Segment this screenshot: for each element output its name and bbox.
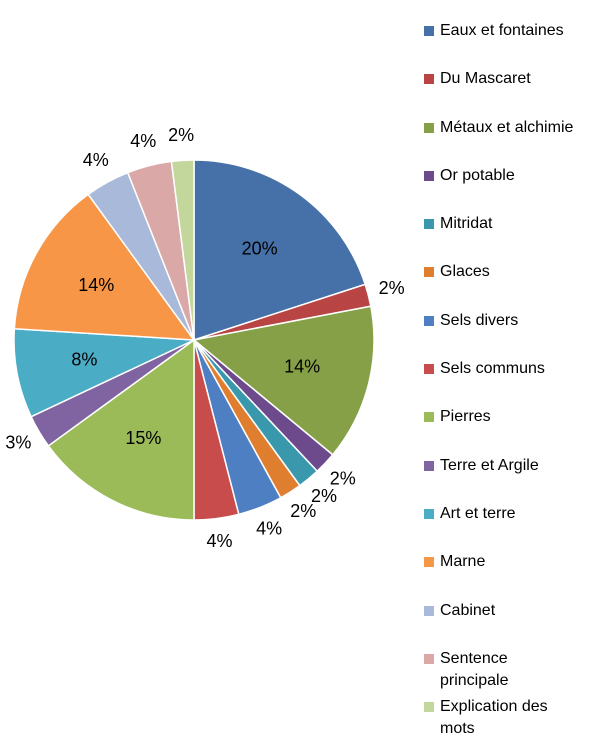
data-label: 4% [83,150,109,170]
legend: Eaux et fontaines Du Mascaret Métaux et al… [424,20,584,738]
legend-label: Eaux et fontaines [440,22,564,39]
legend-item: Or potable [424,165,584,213]
data-label: 20% [242,238,278,258]
legend-label: Terre et Argile [440,456,539,474]
data-label: 8% [71,350,97,370]
legend-swatch [424,219,434,230]
legend-label: Glaces [440,263,490,281]
legend-label: Sels communs [440,360,545,378]
legend-item: Terre et Argile [424,455,584,503]
legend-label: Métaux et alchimie [440,118,574,136]
data-label: 2% [379,278,405,298]
legend-swatch [424,364,434,375]
data-label: 2% [311,486,337,506]
legend-item: Art et terre [424,503,584,551]
legend-swatch [424,267,434,278]
legend-label: Marne [440,553,486,571]
legend-label: Cabinet [440,601,496,619]
legend-swatch [424,653,434,664]
legend-swatch [424,702,434,713]
legend-label: Art et terre [440,504,516,522]
legend-swatch [424,508,434,519]
data-label: 2% [330,468,356,488]
pie-slice [192,305,375,456]
legend-item: Explication des mots [424,696,584,738]
legend-swatch [424,557,434,568]
legend-item: Pierres [424,406,584,454]
legend-label: Or potable [440,166,515,184]
legend-swatch [424,170,434,181]
legend-item: Mitridat [424,213,584,261]
legend-swatch [424,74,434,85]
data-label: 2% [168,125,194,145]
legend-item: Sentence principale [424,648,584,696]
legend-label: Sentence principale [440,649,509,689]
legend-item: Eaux et fontaines [424,20,584,68]
legend-swatch [424,122,434,133]
legend-label: Mitridat [440,215,493,233]
legend-item: Métaux et alchimie [424,117,584,165]
legend-swatch [424,460,434,471]
data-label: 3% [5,433,31,453]
data-label: 15% [125,428,161,448]
legend-item: Sels communs [424,358,584,406]
pie-slice [193,159,367,342]
legend-swatch [424,315,434,326]
data-label: 14% [284,357,320,377]
legend-item: Du Mascaret [424,68,584,116]
data-label: 4% [256,518,282,538]
data-label: 2% [290,501,316,521]
pie-slice [13,327,195,418]
pie-slice [13,193,196,341]
data-label: 4% [207,531,233,551]
legend-item: Sels divers [424,310,584,358]
legend-label: Explication des mots [440,698,548,738]
legend-swatch [424,412,434,423]
legend-label: Du Mascaret [440,70,531,88]
legend-item: Marne [424,551,584,599]
legend-label: Pierres [440,408,491,426]
data-label: 14% [78,275,114,295]
pie-slice [47,338,195,521]
legend-item: Cabinet [424,600,584,648]
data-label: 4% [130,131,156,151]
legend-label: Sels divers [440,311,519,329]
legend-item: Glaces [424,261,584,309]
legend-swatch [424,26,434,36]
pie-slice [170,159,195,341]
legend-swatch [424,605,434,616]
